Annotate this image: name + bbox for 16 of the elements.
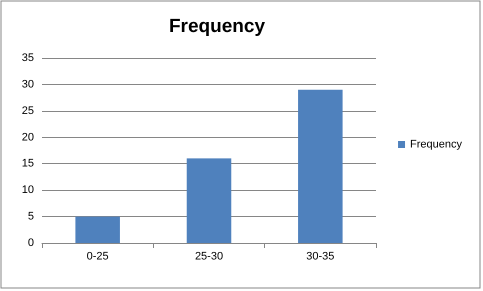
x-tick-label: 0-25 — [86, 250, 109, 262]
x-tick-label: 25-30 — [194, 250, 224, 262]
bar — [298, 90, 343, 243]
legend-label: Frequency — [410, 138, 462, 150]
bar — [75, 216, 120, 243]
y-tick-label: 0 — [28, 237, 34, 249]
y-tick-label: 10 — [22, 184, 34, 196]
y-tick-label: 35 — [22, 52, 34, 64]
chart-title: Frequency — [168, 16, 266, 37]
y-tick-label: 5 — [28, 210, 34, 223]
y-tick-label: 15 — [22, 158, 34, 170]
x-tick-label: 30-35 — [306, 250, 334, 262]
y-tick-label: 25 — [22, 104, 34, 117]
bar — [186, 158, 232, 243]
y-tick-label: 20 — [22, 131, 34, 144]
y-tick-label: 30 — [22, 78, 34, 90]
